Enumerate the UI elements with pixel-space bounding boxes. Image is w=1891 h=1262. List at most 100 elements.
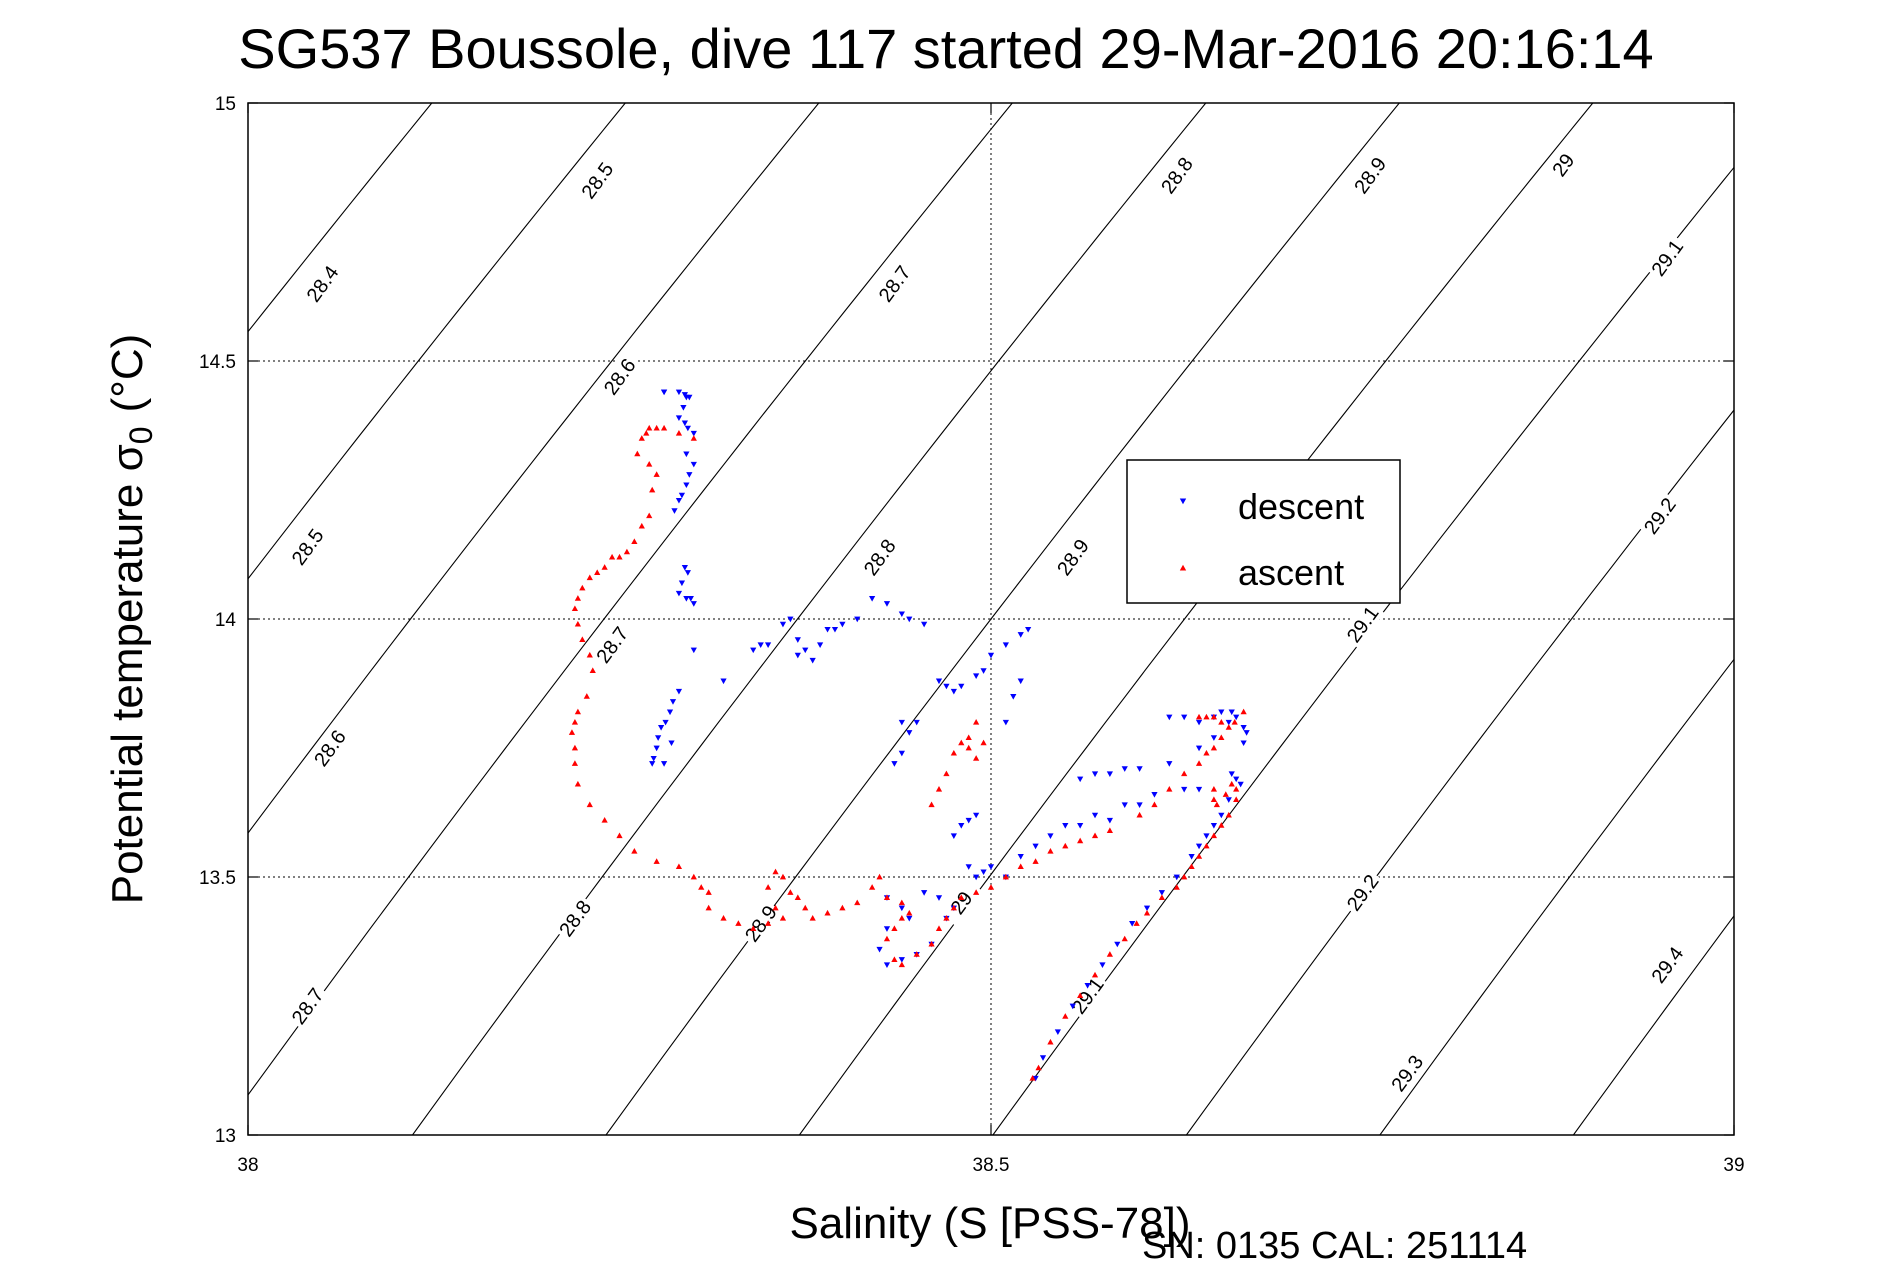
descent-point bbox=[1195, 843, 1203, 850]
descent-point bbox=[1106, 817, 1113, 824]
density-contour-line bbox=[248, 103, 1013, 1096]
descent-point bbox=[690, 430, 697, 437]
ascent-point bbox=[631, 847, 638, 854]
ascent-point bbox=[1210, 713, 1218, 720]
descent-point bbox=[669, 699, 677, 705]
ascent-point bbox=[653, 471, 660, 477]
ascent-point bbox=[653, 858, 660, 864]
y-axis-label-main: Potential temperature σ bbox=[103, 444, 152, 904]
contour-label-bg bbox=[939, 878, 984, 928]
descent-point bbox=[690, 461, 697, 468]
ascent-point bbox=[646, 424, 653, 431]
descent-point bbox=[950, 833, 957, 839]
ascent-point bbox=[586, 801, 593, 808]
contour-label-bg bbox=[307, 723, 352, 773]
descent-point bbox=[675, 415, 683, 421]
descent-point bbox=[1136, 766, 1143, 772]
descent-point bbox=[764, 642, 772, 649]
descent-point bbox=[1233, 776, 1240, 783]
descent-point bbox=[883, 601, 891, 607]
legend-marker-ascent bbox=[1179, 564, 1187, 571]
descent-point bbox=[1233, 714, 1240, 721]
descent-point bbox=[1091, 812, 1099, 819]
ascent-point bbox=[1077, 837, 1084, 844]
descent-point bbox=[943, 683, 950, 690]
descent-point bbox=[1151, 792, 1158, 798]
descent-point bbox=[668, 740, 675, 747]
descent-point bbox=[683, 482, 690, 489]
contour-label-bg bbox=[285, 522, 330, 572]
svg-text:Potential temperature σ0(°C): Potential temperature σ0 (°C) bbox=[103, 334, 159, 905]
descent-point bbox=[921, 890, 928, 896]
density-contour-line bbox=[248, 103, 820, 834]
descent-point bbox=[1225, 797, 1232, 803]
ascent-point bbox=[935, 786, 943, 792]
descent-point bbox=[687, 595, 694, 602]
ascent-point bbox=[1195, 853, 1203, 859]
descent-point bbox=[1218, 812, 1225, 819]
descent-point bbox=[973, 874, 980, 881]
ascent-point bbox=[1218, 718, 1225, 725]
ascent-point bbox=[623, 548, 631, 555]
ascent-point bbox=[571, 605, 579, 612]
y-axis-label-unit: (°C) bbox=[103, 334, 152, 413]
footer-serial-cal: SN: 0135 CAL: 251114 bbox=[1142, 1225, 1527, 1262]
ascent-point bbox=[950, 749, 957, 756]
descent-point bbox=[965, 817, 972, 824]
ascent-point bbox=[720, 915, 727, 921]
ascent-point bbox=[579, 584, 586, 591]
descent-point bbox=[987, 652, 995, 659]
ascent-point bbox=[705, 904, 712, 911]
descent-point bbox=[653, 745, 660, 752]
descent-point bbox=[683, 595, 690, 602]
ascent-point bbox=[690, 435, 697, 441]
ascent-point bbox=[980, 739, 987, 746]
descent-point bbox=[680, 405, 687, 411]
descent-point bbox=[1210, 735, 1218, 741]
ascent-point bbox=[675, 863, 683, 870]
ascent-point bbox=[586, 574, 593, 581]
descent-point bbox=[876, 946, 883, 953]
descent-point bbox=[690, 601, 697, 607]
descent-point bbox=[1091, 771, 1099, 778]
series-ascent bbox=[568, 424, 1247, 1081]
ascent-point bbox=[1203, 713, 1210, 720]
ascent-point bbox=[987, 884, 995, 890]
ascent-point bbox=[1106, 827, 1113, 833]
descent-point bbox=[686, 472, 693, 478]
ascent-point bbox=[772, 904, 779, 911]
descent-point bbox=[683, 394, 690, 401]
descent-point bbox=[1143, 905, 1151, 912]
descent-point bbox=[720, 678, 727, 685]
descent-point bbox=[883, 926, 891, 932]
descent-point bbox=[883, 962, 891, 968]
descent-point bbox=[958, 823, 965, 829]
ascent-point bbox=[646, 512, 653, 519]
ascent-point bbox=[1062, 842, 1069, 849]
descent-point bbox=[678, 492, 686, 499]
descent-point bbox=[1129, 921, 1136, 927]
contour-label-bg bbox=[553, 894, 597, 943]
ascent-point bbox=[735, 920, 742, 926]
ascent-point bbox=[690, 873, 697, 880]
ascent-point bbox=[1210, 796, 1218, 802]
ascent-point bbox=[601, 817, 608, 823]
ascent-point bbox=[643, 430, 650, 436]
ascent-point bbox=[1035, 1064, 1042, 1071]
contour-label-bg bbox=[590, 620, 634, 670]
descent-point bbox=[779, 621, 787, 628]
descent-point bbox=[1166, 714, 1173, 721]
ascent-point bbox=[586, 651, 593, 658]
descent-point bbox=[898, 611, 905, 618]
descent-point bbox=[1077, 776, 1084, 783]
ascent-point bbox=[1203, 749, 1210, 756]
ascent-point bbox=[928, 940, 935, 947]
x-tick-label: 38.5 bbox=[973, 1155, 1010, 1176]
ascent-point bbox=[1029, 1075, 1036, 1081]
ascent-point bbox=[1195, 760, 1203, 766]
descent-point bbox=[1054, 1029, 1061, 1036]
contour-label-bg bbox=[597, 352, 642, 401]
ascent-point bbox=[1210, 832, 1218, 839]
ascent-point bbox=[891, 925, 898, 931]
ascent-point bbox=[675, 430, 683, 436]
